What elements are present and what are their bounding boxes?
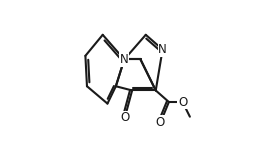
Text: O: O — [120, 111, 129, 124]
Text: O: O — [156, 116, 165, 129]
Text: N: N — [120, 53, 129, 66]
Text: N: N — [158, 43, 167, 56]
Text: O: O — [178, 96, 187, 108]
